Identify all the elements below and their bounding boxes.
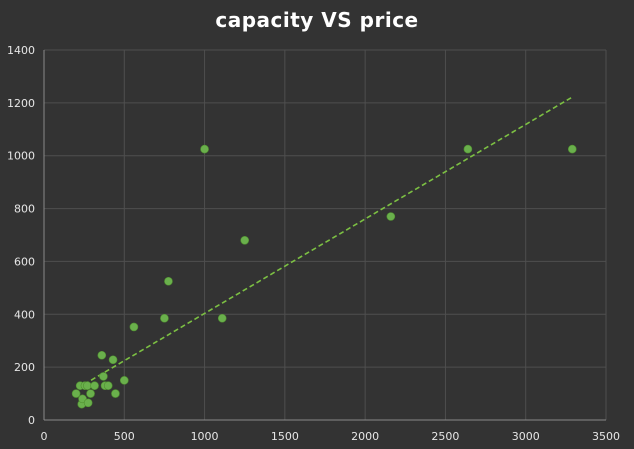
data-point (86, 389, 95, 398)
data-point (83, 398, 93, 408)
data-point (463, 144, 473, 154)
data-point (217, 313, 227, 323)
data-point (97, 350, 107, 360)
x-tick-label: 1000 (191, 430, 219, 443)
data-point (567, 144, 577, 154)
trendline-layer (83, 96, 573, 386)
y-tick-label: 1200 (7, 97, 35, 110)
x-tick-label: 1500 (271, 430, 299, 443)
x-tick-label: 3500 (592, 430, 620, 443)
x-tick-label: 2000 (351, 430, 379, 443)
data-point (240, 235, 250, 245)
tick-labels: 0 200 400 600 800 1000 1200 1400 0 500 1000 1500 200… (7, 44, 620, 443)
x-tick-label: 3000 (512, 430, 540, 443)
axes (43, 50, 606, 421)
points-layer (71, 144, 577, 409)
x-tick-label: 2500 (431, 430, 459, 443)
data-point (111, 389, 120, 398)
data-point (71, 389, 81, 398)
data-point (90, 381, 99, 390)
y-tick-label: 0 (28, 414, 35, 427)
chart-title: capacity VS price (215, 8, 419, 32)
x-tick-label: 500 (114, 430, 135, 443)
data-point (119, 376, 129, 385)
data-point (83, 381, 92, 390)
y-tick-label: 1000 (7, 150, 35, 163)
data-point (386, 212, 396, 221)
data-point (108, 355, 118, 365)
y-tick-label: 400 (14, 308, 35, 321)
y-tick-label: 1400 (7, 44, 35, 57)
data-point (103, 381, 113, 390)
data-point (164, 276, 173, 286)
y-tick-label: 200 (14, 361, 35, 374)
data-point (160, 313, 169, 323)
y-tick-label: 600 (14, 255, 35, 268)
trendline (83, 96, 573, 386)
y-tick-label: 800 (14, 203, 35, 216)
x-tick-label: 0 (41, 430, 48, 443)
data-point (99, 372, 108, 381)
data-point (200, 144, 209, 154)
data-point (129, 322, 139, 332)
grid (44, 49, 607, 420)
